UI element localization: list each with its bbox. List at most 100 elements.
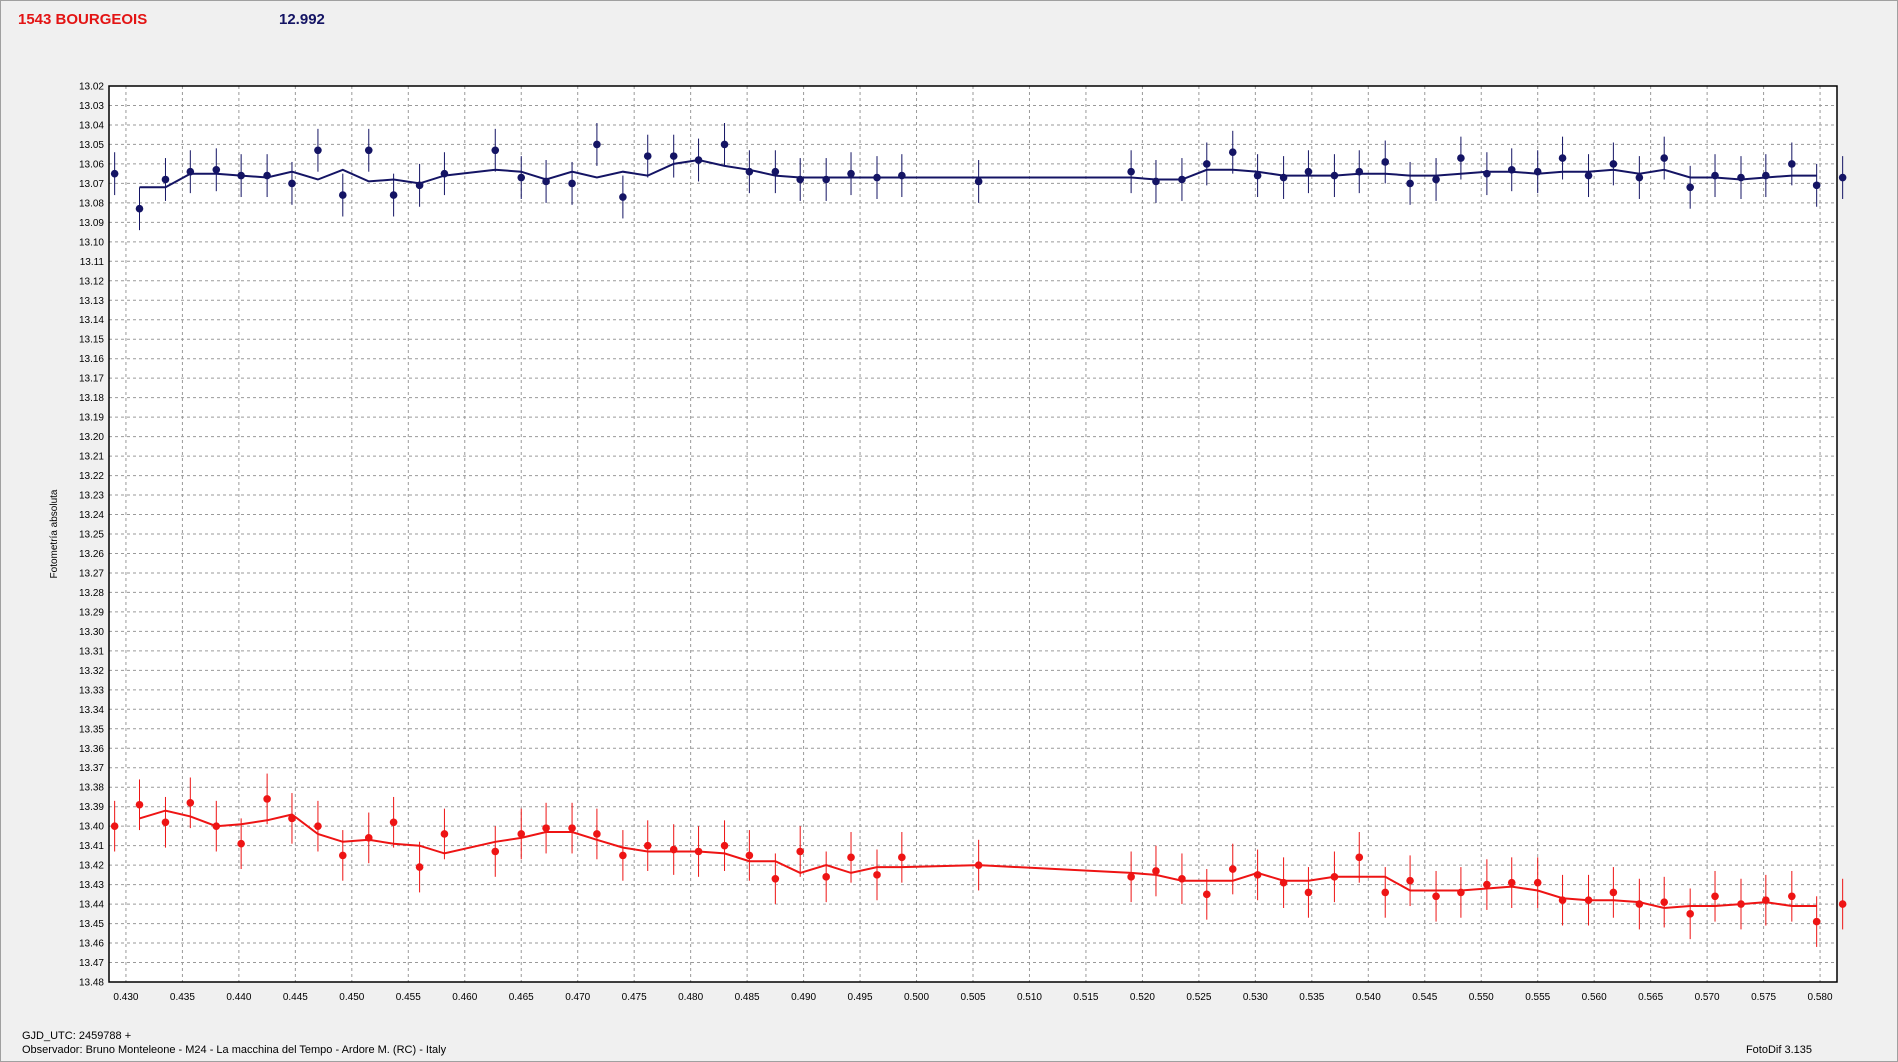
x-tick-label: 0.505: [960, 992, 985, 1003]
y-tick-label: 13.38: [79, 783, 104, 794]
series-1-point: [1584, 171, 1593, 180]
series-2-point: [517, 830, 526, 838]
series-1-point: [440, 169, 449, 178]
series-2-point: [568, 824, 576, 832]
series-1-point: [1279, 173, 1288, 182]
y-tick-label: 13.33: [79, 685, 104, 696]
y-tick-label: 13.41: [79, 841, 104, 852]
x-tick-label: 0.525: [1186, 992, 1211, 1003]
series-2-point: [1584, 896, 1593, 904]
x-tick-label: 0.545: [1412, 992, 1437, 1003]
x-tick-label: 0.460: [452, 992, 477, 1003]
series-1-point: [1711, 171, 1719, 180]
series-1-point: [643, 152, 652, 160]
series-2-point: [619, 851, 627, 860]
y-tick-label: 13.40: [79, 822, 104, 833]
series-1-point: [745, 167, 754, 176]
series-2-point: [314, 822, 322, 830]
series-2-point: [1279, 878, 1288, 887]
y-tick-label: 13.13: [79, 296, 104, 307]
series-1-point: [212, 165, 221, 174]
series-2-point: [491, 847, 500, 856]
y-tick-label: 13.31: [79, 646, 104, 657]
series-2-point: [1609, 888, 1618, 897]
series-2-point: [212, 822, 221, 830]
gjd-label: GJD_UTC: 2459788 +: [22, 1030, 132, 1042]
x-tick-label: 0.440: [226, 992, 251, 1003]
series-1-point: [1381, 158, 1390, 166]
y-tick-label: 13.17: [79, 374, 104, 385]
y-tick-label: 13.26: [79, 549, 104, 560]
series-2-point: [1432, 892, 1440, 901]
series-2-point: [1838, 900, 1847, 908]
x-tick-label: 0.490: [791, 992, 816, 1003]
series-1-point: [1533, 167, 1542, 176]
x-tick-label: 0.465: [509, 992, 534, 1003]
series-2-point: [364, 834, 373, 842]
x-tick-label: 0.500: [904, 992, 929, 1003]
x-tick-label: 0.520: [1130, 992, 1155, 1003]
series-2-point: [1558, 896, 1567, 904]
series-2-point: [822, 873, 830, 881]
series-1-point: [186, 167, 195, 176]
y-tick-label: 13.45: [79, 919, 104, 930]
series-2-point: [720, 841, 729, 850]
series-2-point: [593, 830, 601, 838]
series-1-point: [517, 173, 526, 182]
series-2-point: [669, 845, 678, 854]
series-2-point: [1788, 892, 1796, 901]
series-2-point: [110, 822, 119, 830]
series-1-point: [110, 169, 119, 178]
x-tick-label: 0.435: [170, 992, 195, 1003]
x-tick-label: 0.580: [1808, 992, 1833, 1003]
y-tick-label: 13.16: [79, 354, 104, 365]
series-2-point: [542, 824, 550, 832]
series-1-point: [288, 179, 296, 188]
series-2-point: [974, 861, 983, 869]
series-2-point: [1660, 898, 1668, 906]
series-2-point: [1330, 873, 1339, 881]
series-2-point: [847, 853, 855, 862]
x-tick-label: 0.515: [1073, 992, 1098, 1003]
software-version: FotoDif 3.135: [1745, 1044, 1812, 1056]
series-2-point: [1711, 892, 1719, 901]
series-1-point: [1812, 181, 1821, 190]
x-tick-label: 0.550: [1469, 992, 1494, 1003]
series-2-point: [338, 851, 347, 860]
series-1-point: [364, 146, 373, 155]
series-2-point: [1457, 888, 1465, 897]
x-tick-label: 0.570: [1695, 992, 1720, 1003]
x-tick-label: 0.470: [565, 992, 590, 1003]
y-tick-label: 13.48: [79, 978, 104, 989]
y-tick-label: 13.43: [79, 880, 104, 891]
series-2-point: [135, 800, 144, 809]
series-1-point: [1762, 171, 1770, 180]
series-1-point: [338, 191, 347, 199]
series-1-point: [1737, 173, 1745, 182]
series-1-point: [771, 167, 780, 176]
series-2-point: [161, 818, 170, 827]
x-tick-label: 0.430: [113, 992, 138, 1003]
x-tick-label: 0.555: [1525, 992, 1550, 1003]
x-tick-label: 0.510: [1017, 992, 1042, 1003]
series-2-point: [237, 839, 245, 848]
y-tick-label: 13.24: [79, 510, 104, 521]
series-1-point: [1202, 160, 1211, 168]
y-tick-label: 13.44: [79, 900, 104, 911]
y-tick-label: 13.23: [79, 491, 104, 502]
series-1-point: [1406, 179, 1414, 188]
y-tick-label: 13.37: [79, 763, 104, 774]
series-2-point: [1228, 865, 1237, 873]
series-2-point: [1406, 876, 1414, 885]
y-tick-label: 13.36: [79, 744, 104, 755]
y-tick-label: 13.42: [79, 861, 104, 872]
series-2-point: [694, 847, 703, 856]
series-1-point: [161, 175, 170, 184]
series-2-point: [1533, 878, 1542, 887]
y-tick-label: 13.11: [80, 257, 105, 268]
series-1-point: [1152, 177, 1160, 186]
series-1-point: [1788, 160, 1796, 168]
series-1-point: [1304, 167, 1313, 176]
y-tick-label: 13.34: [79, 705, 104, 716]
series-1-point: [1483, 169, 1491, 178]
